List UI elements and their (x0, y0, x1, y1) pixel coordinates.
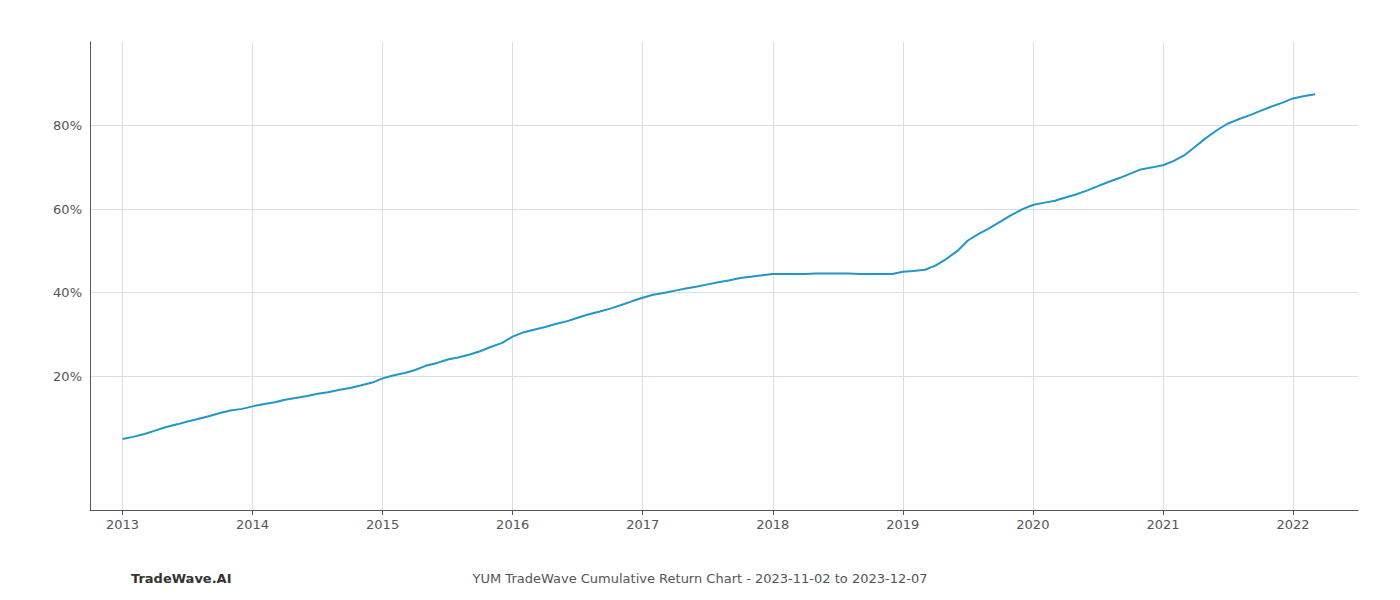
svg-text:2015: 2015 (366, 517, 399, 532)
svg-text:TradeWave.AI: TradeWave.AI (131, 571, 232, 586)
svg-text:2017: 2017 (626, 517, 659, 532)
svg-text:2018: 2018 (756, 517, 789, 532)
svg-text:2016: 2016 (496, 517, 529, 532)
svg-text:60%: 60% (53, 202, 82, 217)
svg-text:2022: 2022 (1276, 517, 1309, 532)
svg-text:2014: 2014 (236, 517, 269, 532)
svg-text:YUM TradeWave Cumulative Retur: YUM TradeWave Cumulative Return Chart - … (472, 571, 928, 586)
svg-text:80%: 80% (53, 118, 82, 133)
svg-text:2013: 2013 (106, 517, 139, 532)
svg-text:2021: 2021 (1146, 517, 1179, 532)
svg-text:20%: 20% (53, 369, 82, 384)
svg-text:40%: 40% (53, 285, 82, 300)
svg-text:2020: 2020 (1016, 517, 1049, 532)
svg-text:2019: 2019 (886, 517, 919, 532)
